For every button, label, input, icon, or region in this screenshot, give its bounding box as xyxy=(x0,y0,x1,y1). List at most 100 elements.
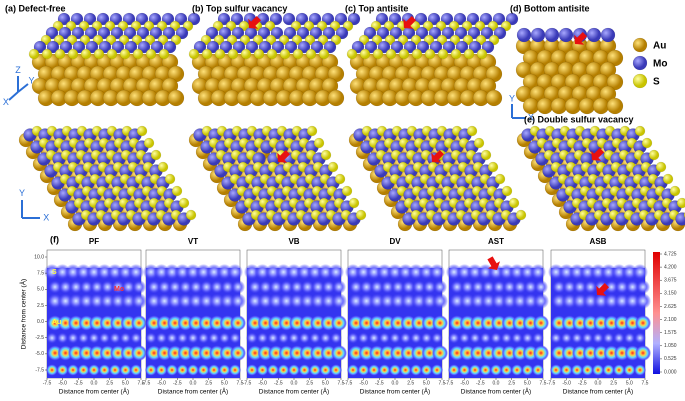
density-blob xyxy=(79,280,94,294)
density-blob xyxy=(490,332,502,344)
density-blob xyxy=(332,280,346,294)
atom-S xyxy=(266,48,278,60)
atom-Au xyxy=(599,61,617,79)
x-tick-label: -2.5 xyxy=(578,380,587,386)
density-blob xyxy=(288,364,300,376)
density-blob xyxy=(533,315,549,331)
atom-S xyxy=(641,137,653,149)
atom-Au xyxy=(606,49,624,67)
atom-S xyxy=(634,125,646,137)
density-blob xyxy=(218,332,231,344)
density-blob xyxy=(479,364,492,376)
density-blob xyxy=(521,364,534,376)
density-blob xyxy=(399,332,412,344)
density-blob xyxy=(210,280,224,294)
density-blob xyxy=(450,280,464,294)
density-blob xyxy=(267,364,279,376)
atom-S xyxy=(476,48,488,60)
atom-S xyxy=(648,149,660,161)
density-blob xyxy=(227,264,243,280)
atom-S xyxy=(348,197,360,209)
x-tick-label: 7.5 xyxy=(237,380,244,386)
density-blob xyxy=(246,332,258,344)
density-blob xyxy=(448,332,460,344)
x-tick-label: 2.5 xyxy=(407,380,414,386)
atom-Mo xyxy=(632,55,648,71)
atom-S xyxy=(480,149,492,161)
atom-S xyxy=(424,48,436,60)
density-blob xyxy=(432,293,448,309)
density-blob xyxy=(230,315,246,331)
density-blob xyxy=(330,364,342,376)
density-blob xyxy=(56,364,69,376)
density-blob xyxy=(220,280,235,294)
density-blob xyxy=(199,280,214,294)
density-blob xyxy=(458,332,471,344)
density-blob xyxy=(502,280,517,294)
density-blob xyxy=(532,332,544,344)
plot-title: DV xyxy=(389,237,401,246)
atom-S xyxy=(185,209,197,221)
atom-S xyxy=(143,137,155,149)
density-blob xyxy=(98,332,111,344)
density-blob xyxy=(571,332,583,344)
density-blob xyxy=(319,332,332,344)
density-blob xyxy=(121,280,136,294)
y-axis-label: Distance from center (Å) xyxy=(19,279,28,349)
density-blob xyxy=(378,332,391,344)
density-blob xyxy=(248,280,262,294)
x-tick-label: -7.5 xyxy=(445,380,454,386)
density-blob xyxy=(422,280,437,294)
density-blob xyxy=(623,364,636,376)
density-blob xyxy=(432,345,448,361)
density-blob xyxy=(298,332,311,344)
atom-Au xyxy=(550,97,568,115)
atom-S xyxy=(437,48,449,60)
density-blob xyxy=(131,345,147,361)
x-tick-label: -7.5 xyxy=(243,380,252,386)
x-tick-label: -7.5 xyxy=(43,380,52,386)
charge-density: PF -7.5 -5.0 -2.5 0.0 2.5 5.0 7.5 Distance from … xyxy=(19,237,677,396)
density-blob xyxy=(513,280,527,294)
atom-Au xyxy=(167,89,185,107)
axis-letter: X xyxy=(3,97,9,107)
density-blob xyxy=(119,364,132,376)
colorbar-tick-label: 3.150 xyxy=(664,291,677,297)
x-tick-label: -7.5 xyxy=(344,380,353,386)
x-tick-label: 7.5 xyxy=(642,380,649,386)
density-blob xyxy=(378,364,391,376)
axis-letter: X xyxy=(43,212,49,222)
atom-S xyxy=(119,48,131,60)
density-blob xyxy=(176,332,189,344)
x-tick-label: 2.5 xyxy=(106,380,113,386)
atom-S xyxy=(292,48,304,60)
x-axis-label: Distance from center (Å) xyxy=(563,387,633,396)
atom-Mo xyxy=(544,27,560,43)
x-tick-label: -2.5 xyxy=(476,380,485,386)
atom-S xyxy=(240,48,252,60)
y-tick-label: -5.0 xyxy=(35,351,44,357)
density-blob xyxy=(67,364,79,376)
density-blob xyxy=(389,332,401,344)
density-blob xyxy=(290,280,304,294)
density-blob xyxy=(111,280,125,294)
atom-S xyxy=(54,48,66,60)
x-axis-label: Distance from center (Å) xyxy=(158,387,228,396)
legend-label: Au xyxy=(653,41,666,52)
panel-label: (f) xyxy=(50,234,59,244)
atom-S xyxy=(385,48,397,60)
arrow xyxy=(574,31,588,45)
density-blob xyxy=(635,315,651,331)
density-blob xyxy=(583,280,598,294)
x-tick-label: 5.0 xyxy=(423,380,430,386)
atom-S xyxy=(346,48,358,60)
density-blob xyxy=(330,332,342,344)
atom-Mo xyxy=(675,212,685,226)
atom-S xyxy=(201,48,213,60)
density-blob xyxy=(471,280,485,294)
density-blob xyxy=(370,280,384,294)
density-blob xyxy=(420,364,433,376)
density-blob xyxy=(208,332,220,344)
arrow xyxy=(487,256,501,270)
density-blob xyxy=(100,280,115,294)
